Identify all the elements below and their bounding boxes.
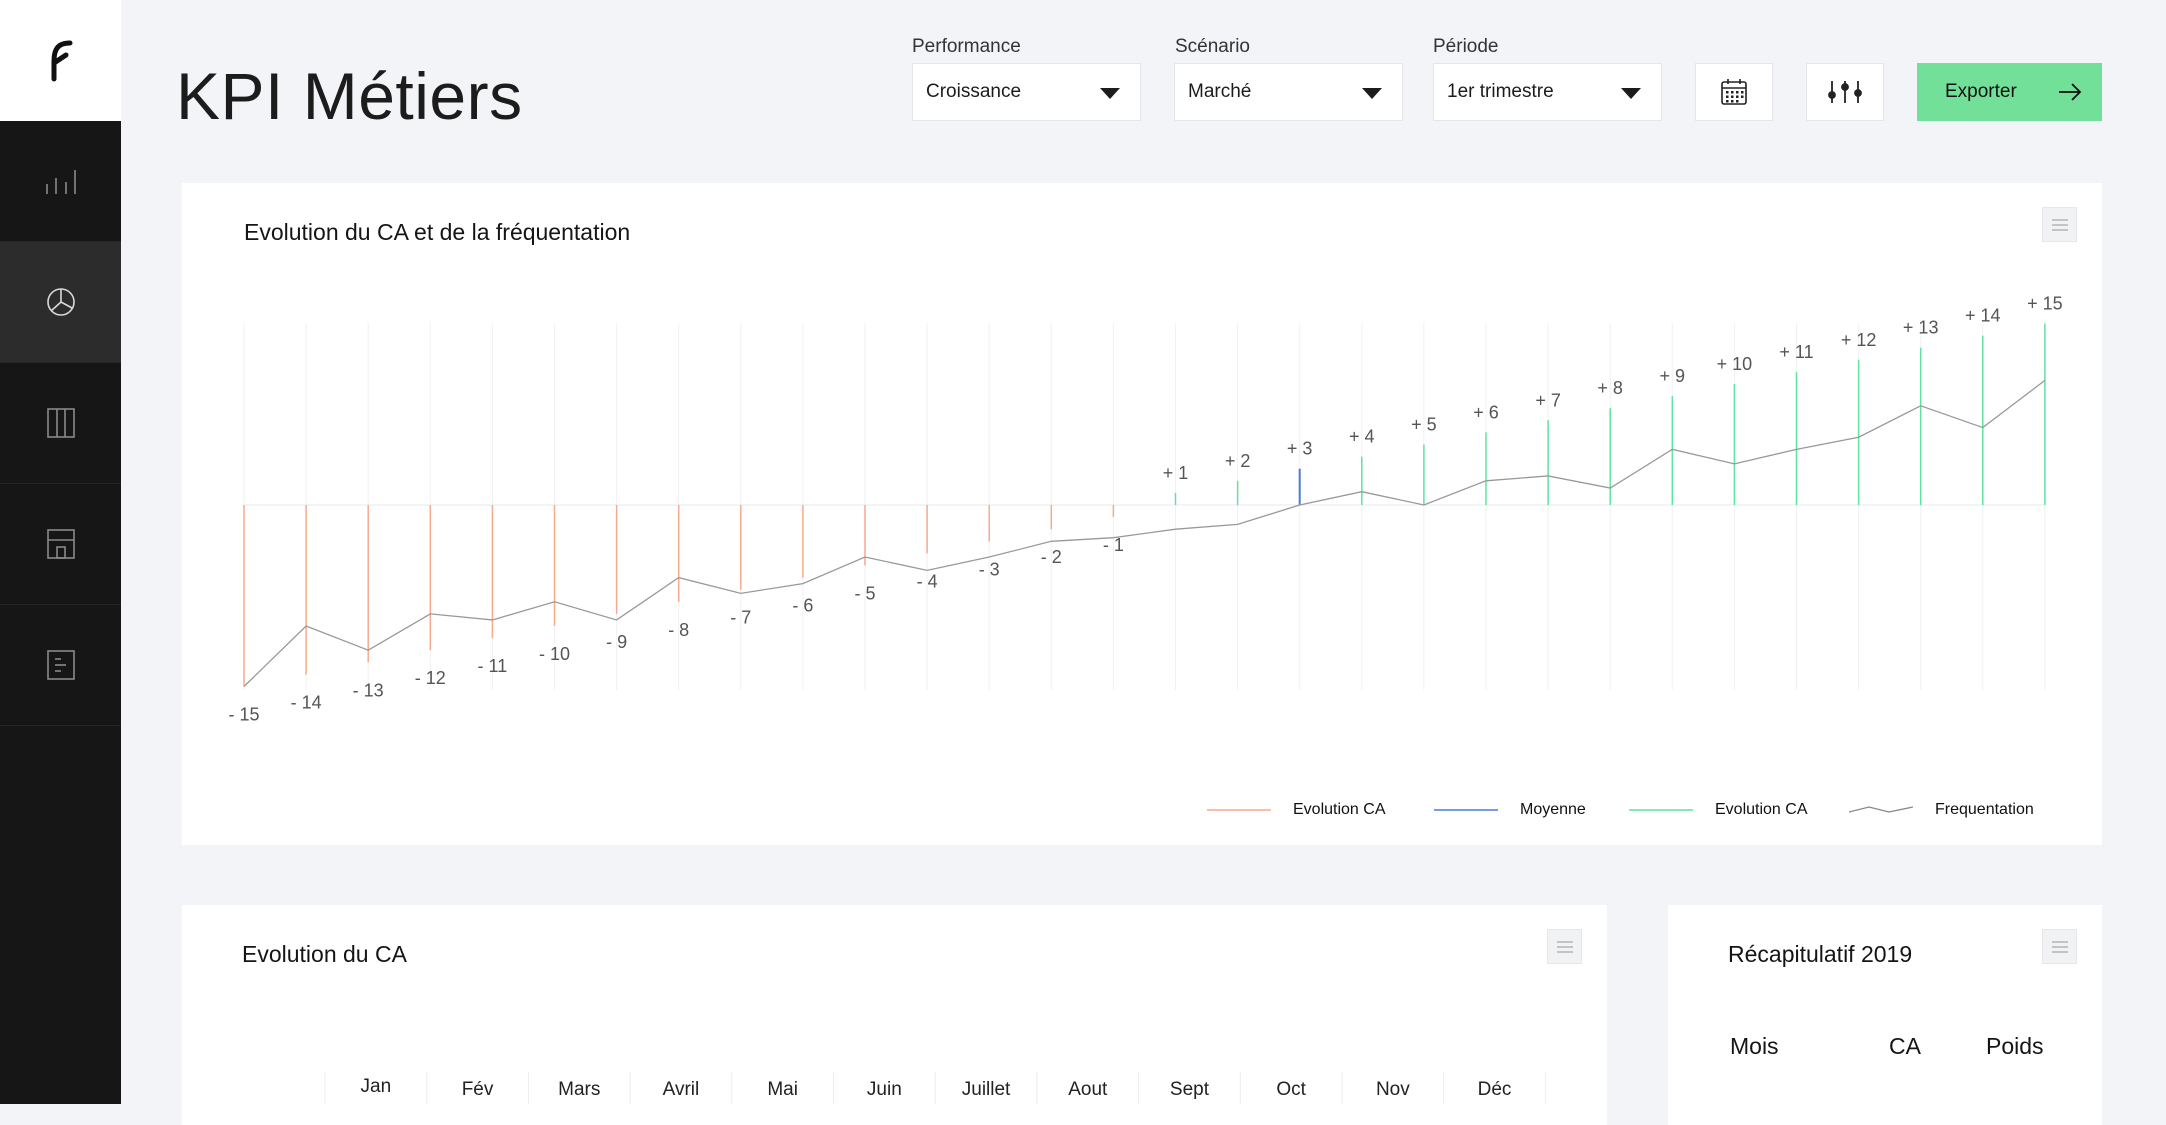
recap-title: Récapitulatif 2019 xyxy=(1728,941,1913,967)
month-label: Déc xyxy=(1477,1079,1512,1100)
chevron-down-icon xyxy=(1362,88,1382,99)
periode-select[interactable]: 1er trimestre xyxy=(1433,63,1662,121)
recap-header-poids: Poids xyxy=(1986,1033,2044,1059)
chevron-down-icon xyxy=(1621,88,1641,99)
legend-item-evolution-ca-positive: Evolution CA xyxy=(1629,800,1808,820)
hamburger-icon xyxy=(2051,940,2068,953)
scenario-label: Scénario xyxy=(1175,36,1250,57)
chart-menu-button[interactable] xyxy=(1547,929,1582,964)
performance-select[interactable]: Croissance xyxy=(912,63,1141,121)
sliders-icon xyxy=(1828,81,1862,103)
month-label: Aout xyxy=(1068,1079,1108,1100)
recap-card: Récapitulatif 2019 xyxy=(1668,905,2102,1125)
month-label: Nov xyxy=(1375,1079,1410,1100)
pie-chart-icon xyxy=(46,288,75,316)
logo-icon xyxy=(51,40,72,81)
columns-icon xyxy=(46,408,75,438)
chart-title: Evolution du CA et de la fréquentation xyxy=(244,219,631,245)
month-label: Fév xyxy=(461,1079,494,1100)
logo[interactable] xyxy=(0,0,121,121)
sidebar xyxy=(0,0,121,1104)
recap-header-mois: Mois xyxy=(1730,1033,1779,1059)
month-label: Avril xyxy=(662,1079,700,1100)
calendar-button[interactable] xyxy=(1695,63,1773,121)
arrow-right-icon xyxy=(2059,83,2082,101)
layout-icon xyxy=(46,529,75,559)
month-label: Oct xyxy=(1276,1079,1306,1100)
page-title: KPI Métiers xyxy=(176,59,523,133)
legend-label: Frequentation xyxy=(1935,801,2034,818)
sidebar-item-dashboard[interactable] xyxy=(0,121,121,242)
chart-card-ca-frequentation: Evolution du CA et de la fréquentation xyxy=(182,183,2102,845)
recap-header-ca: CA xyxy=(1889,1033,1921,1059)
month-label: Juin xyxy=(866,1079,902,1100)
legend-item-frequentation: Frequentation xyxy=(1849,800,2034,820)
performance-label: Performance xyxy=(912,36,1021,57)
month-label: Sept xyxy=(1169,1079,1209,1100)
periode-value: 1er trimestre xyxy=(1447,81,1554,102)
sidebar-item-kpi[interactable] xyxy=(0,242,121,363)
chevron-down-icon xyxy=(1100,88,1120,99)
calendar-icon xyxy=(1721,79,1747,105)
legend-item-moyenne: Moyenne xyxy=(1434,800,1586,820)
legend-label: Evolution CA xyxy=(1715,801,1808,818)
chart-title: Evolution du CA xyxy=(242,941,407,967)
sidebar-item-layout[interactable] xyxy=(0,484,121,605)
legend-label: Evolution CA xyxy=(1293,801,1386,818)
chart-menu-button[interactable] xyxy=(2042,207,2077,242)
chart-card-evolution-ca: Evolution du CA xyxy=(182,905,1607,1125)
month-label: Jan xyxy=(360,1076,392,1097)
export-button[interactable]: Exporter xyxy=(1917,63,2102,121)
scenario-value: Marché xyxy=(1188,81,1252,102)
month-label: Mars xyxy=(558,1079,601,1100)
settings-button[interactable] xyxy=(1806,63,1884,121)
month-label: Juillet xyxy=(961,1079,1011,1100)
document-icon xyxy=(46,650,75,680)
legend-label: Moyenne xyxy=(1520,801,1586,818)
sidebar-item-report[interactable] xyxy=(0,605,121,726)
hamburger-icon xyxy=(1556,940,1573,953)
periode-label: Période xyxy=(1433,36,1499,57)
recap-menu-button[interactable] xyxy=(2042,929,2077,964)
sidebar-item-columns[interactable] xyxy=(0,363,121,484)
bar-chart-icon xyxy=(45,170,76,194)
month-label: Mai xyxy=(767,1079,798,1100)
export-label: Exporter xyxy=(1945,81,2017,102)
hamburger-icon xyxy=(2051,218,2068,231)
legend-item-evolution-ca-negative: Evolution CA xyxy=(1207,800,1386,820)
performance-value: Croissance xyxy=(926,81,1022,102)
scenario-select[interactable]: Marché xyxy=(1174,63,1403,121)
